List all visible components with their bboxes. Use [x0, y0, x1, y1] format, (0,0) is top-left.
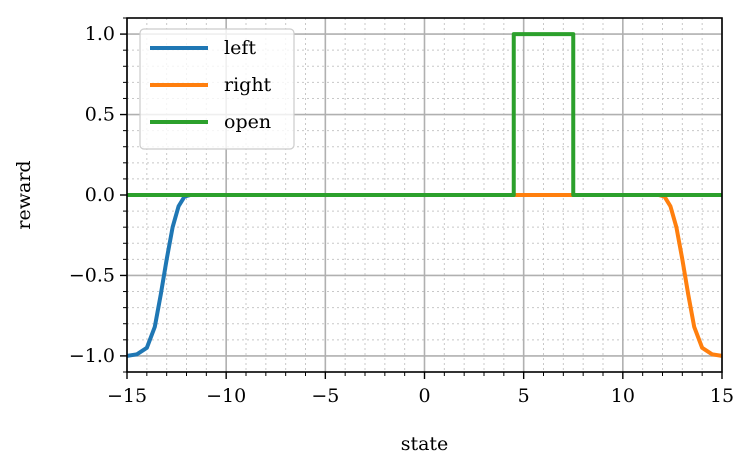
y-tick-label: 1.0 [85, 23, 115, 45]
x-tick-label: 5 [518, 385, 530, 407]
x-tick-label: 15 [710, 385, 734, 407]
legend-label-left: left [224, 37, 256, 59]
tick-labels: −15 −10 −5 0 5 10 15 −1.0 −0.5 0.0 0.5 1.0 [69, 23, 734, 407]
legend: left right open [139, 28, 295, 150]
y-tick-label: 0.0 [85, 184, 115, 206]
x-tick-label: −10 [206, 385, 246, 407]
y-tick-label: −1.0 [69, 345, 115, 367]
y-tick-label: −0.5 [69, 264, 115, 286]
series-line-open [127, 32, 722, 197]
legend-label-right: right [224, 74, 272, 96]
x-tick-label: −15 [107, 385, 147, 407]
x-tick-label: 10 [611, 385, 635, 407]
x-tick-label: −5 [311, 385, 339, 407]
x-tick-label: 0 [418, 385, 430, 407]
series-layer [126, 32, 723, 358]
y-tick-label: 0.5 [85, 104, 115, 126]
legend-box [139, 28, 295, 150]
legend-label-open: open [224, 111, 271, 133]
x-axis-label: state [401, 433, 449, 455]
y-axis-label: reward [13, 160, 35, 229]
axis-ticks [120, 17, 723, 379]
